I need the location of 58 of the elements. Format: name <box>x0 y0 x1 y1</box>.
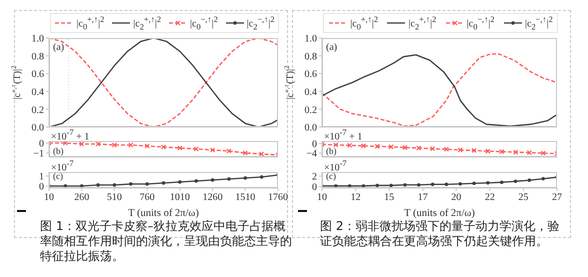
y-tick-label: 0 <box>312 138 317 150</box>
annotation: ×10$^{-7}$ + 1 <box>51 128 90 142</box>
annotation: (b) <box>326 146 336 156</box>
legend-label: |c$_{0}$$^{+,↑}$|$^{2}$ <box>76 14 104 32</box>
y-tick-label: 0 <box>39 138 44 150</box>
x-tick-label: 22 <box>484 192 495 204</box>
caption: 图 2：弱非微扰场强下的量子动力学演化，验证负能态耦合在更高场强下仍起关键作用。 <box>320 219 560 249</box>
y-tick-label: 0.4 <box>304 86 317 98</box>
y-tick-label: 1.0 <box>304 34 317 45</box>
legend-label: |c$_{0}$$^{−,↑}$|$^{2}$ <box>466 14 494 32</box>
y-tick-label: 0.8 <box>32 51 44 62</box>
y-tick-label: 1.0 <box>32 34 44 45</box>
y-tick-label: 0.6 <box>304 69 317 80</box>
y-tick-label: 0.2 <box>304 104 317 116</box>
x-tick-label: 17 <box>418 192 428 204</box>
annotation: (b) <box>53 146 64 156</box>
x-tick-label: 1510 <box>235 192 256 204</box>
x-tick-label: 510 <box>106 192 122 204</box>
x-tick-label: 1760 <box>268 192 288 204</box>
annotation: ×10$^{-7}$ + 1 <box>324 128 362 142</box>
x-tick-label: 10 <box>317 192 327 204</box>
x-tick-label: 260 <box>74 192 90 204</box>
legend-label: |c$_{2}$$^{−,↑}$|$^{2}$ <box>524 14 553 32</box>
x-tick-label: 760 <box>140 192 155 204</box>
annotation: (c) <box>326 171 336 181</box>
legend-label: |c$_{2}$$^{+,↑}$|$^{2}$ <box>408 14 436 32</box>
legend-label: |c$_{0}$$^{−,↑}$|$^{2}$ <box>190 14 218 32</box>
annotation: ×10$^{-7}$ <box>51 159 74 174</box>
y-tick-label: 0 <box>312 182 317 193</box>
x-tick-label: 25 <box>518 192 528 204</box>
annotation: (a) <box>326 42 338 53</box>
x-tick-label: 27 <box>552 192 562 204</box>
x-tick-label: 10 <box>44 192 54 204</box>
y-tick-label: 0.0 <box>304 122 317 134</box>
caption: 图 1：双光子卡皮察–狄拉克效应中电子占据概率随相互作用时间的演化，呈现由负能态主导的特征拉比振荡。 <box>40 219 293 264</box>
legend-label: |c$_{0}$$^{+,↑}$|$^{2}$ <box>350 14 378 32</box>
annotation: (a) <box>53 42 64 53</box>
y-tick-label: 0 <box>39 182 44 193</box>
y-tick-label: 0.6 <box>32 69 44 80</box>
annotation: (c) <box>53 171 63 181</box>
y-tick-label: −4 <box>306 148 317 160</box>
annotation: ×10$^{-7}$ <box>324 159 347 174</box>
y-tick-label: 0.4 <box>32 86 44 98</box>
x-axis-title: T (units of 2π/ω) <box>404 208 476 219</box>
legend-label: |c$_{2}$$^{+,↑}$|$^{2}$ <box>133 14 161 32</box>
y-tick-label: −1 <box>33 148 44 160</box>
x-tick-label: 12 <box>350 192 361 204</box>
legend-label: |c$_{2}$$^{−,↑}$|$^{2}$ <box>246 14 274 32</box>
y-tick-label: 0.0 <box>32 122 44 134</box>
y-tick-label: 2 <box>312 172 317 183</box>
x-tick-label: 15 <box>384 192 394 204</box>
y-tick-label: 0.2 <box>32 104 44 116</box>
y-tick-label: 0.8 <box>304 51 317 62</box>
x-axis-title: T (units of 2π/ω) <box>128 208 200 219</box>
x-tick-label: 20 <box>451 192 462 204</box>
x-tick-label: 1010 <box>170 192 190 204</box>
y-tick-label: 1 <box>39 172 44 183</box>
x-tick-label: 1260 <box>202 192 223 204</box>
